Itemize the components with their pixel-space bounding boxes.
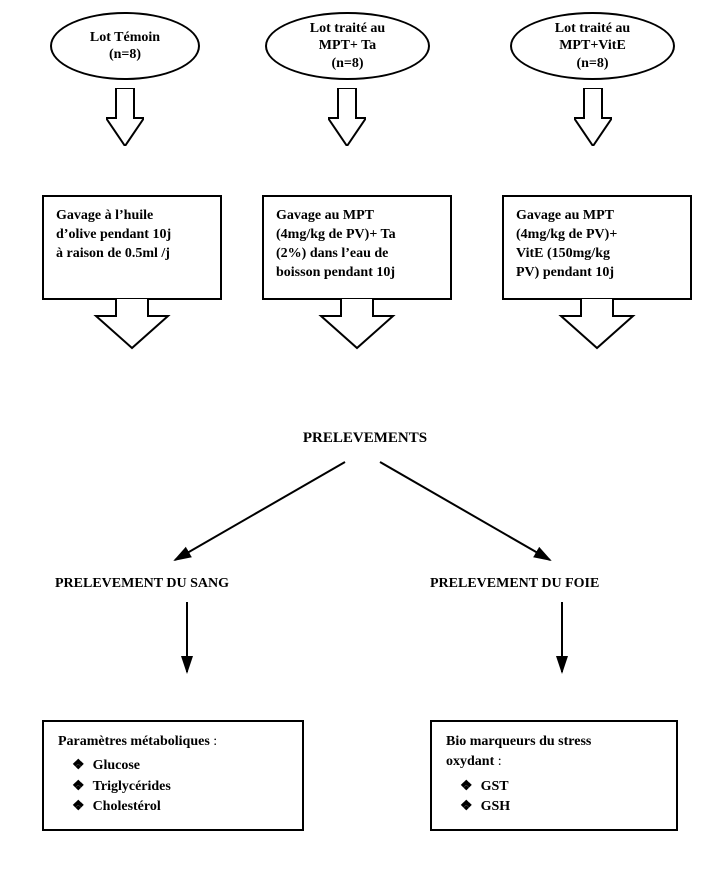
heading-sang: PRELEVEMENT DU SANG — [55, 576, 315, 592]
result-box-metabo: Paramètres métaboliques : Glucose Trigly… — [42, 720, 304, 831]
result-box-stress: Bio marqueurs du stress oxydant : GST GS… — [430, 720, 678, 831]
result-title: Bio marqueurs du stress oxydant : — [446, 734, 591, 769]
result-title-colon: : — [498, 754, 502, 769]
line-arrow-down-foie — [555, 602, 569, 680]
result-title: Paramètres métaboliques : — [58, 734, 217, 749]
line-arrow-down-sang — [180, 602, 194, 680]
result-title-bold: Paramètres métaboliques — [58, 734, 210, 749]
result-item: Glucose — [94, 756, 288, 776]
result-item: Cholestérol — [94, 797, 288, 817]
heading-foie: PRELEVEMENT DU FOIE — [430, 576, 690, 592]
result-item: GST — [482, 777, 662, 797]
result-item: GSH — [482, 797, 662, 817]
result-item: Triglycérides — [94, 777, 288, 797]
result-title-colon: : — [213, 734, 217, 749]
result-title-bold: Bio marqueurs du stress — [446, 734, 591, 749]
result-list: Glucose Triglycérides Cholestérol — [58, 756, 288, 817]
diagram-stage: Lot Témoin (n=8) Lot traité au MPT+ Ta (… — [0, 0, 709, 879]
result-title-bold: oxydant — [446, 754, 494, 769]
result-list: GST GSH — [446, 777, 662, 818]
